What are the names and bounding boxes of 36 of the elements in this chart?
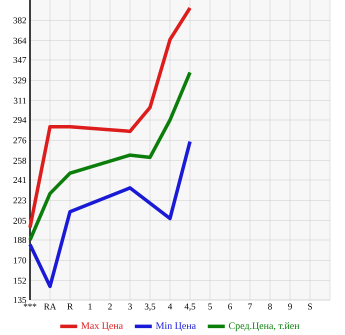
y-tick-label: 241: [13, 177, 26, 183]
x-tick-label: 4,5: [184, 304, 196, 311]
x-tick-label: 3,5: [144, 304, 156, 311]
y-tick-label: 294: [13, 116, 26, 124]
y-tick-label: 311: [14, 98, 26, 104]
y-tick-label: 170: [14, 257, 26, 264]
x-tick-label: 1: [88, 304, 92, 310]
y-tick-label: 135: [14, 296, 26, 304]
y-tick-label: 258: [13, 158, 26, 164]
x-tick-label: 9: [288, 304, 292, 310]
x-tick-label: R: [67, 304, 73, 310]
legend-label: Сред.Цена, т.йен: [228, 322, 300, 332]
line-series: [28, 140, 192, 288]
line-series: [28, 6, 192, 230]
legend-label: Max Цена: [81, 322, 123, 331]
x-tick-label: 8: [268, 304, 272, 310]
line-series: [28, 70, 192, 242]
x-tick-label: 7: [248, 304, 252, 310]
x-tick-label: 6: [228, 304, 232, 310]
x-tick-label: ***: [24, 304, 36, 307]
y-tick-label: 329: [13, 77, 26, 84]
x-tick-label: 3: [128, 304, 132, 310]
x-tick-label: 4: [168, 304, 172, 310]
y-tick-label: 223: [13, 197, 26, 204]
x-tick-label: 2: [108, 304, 112, 310]
y-tick-label: 276: [13, 137, 26, 144]
x-tick-label: 5: [208, 304, 212, 310]
y-tick-label: 152: [14, 278, 26, 284]
y-tick-label: 347: [13, 56, 26, 64]
y-tick-label: 382: [13, 17, 26, 24]
x-tick-label: S: [308, 304, 312, 310]
y-tick-label: 188: [14, 236, 26, 244]
y-tick-label: 364: [13, 38, 26, 44]
y-tick-label: 205: [13, 218, 26, 224]
legend-label: Min Цена: [156, 322, 196, 332]
x-tick-label: RA: [44, 304, 56, 310]
